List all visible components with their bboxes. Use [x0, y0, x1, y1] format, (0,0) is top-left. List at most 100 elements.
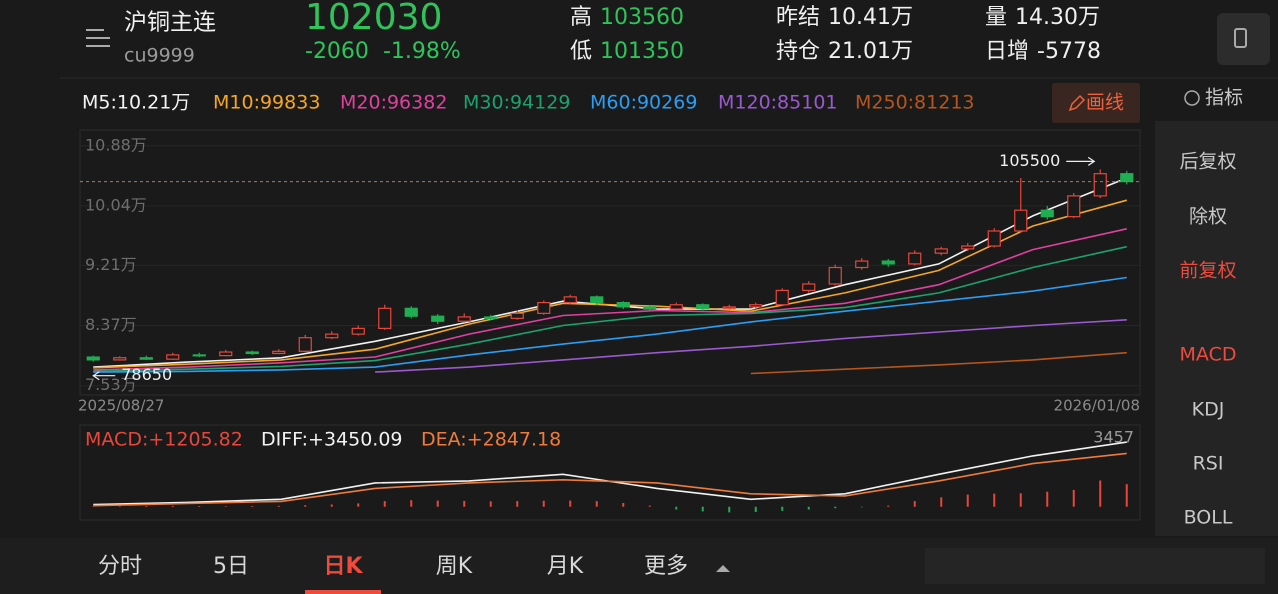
min-arrow — [92, 371, 116, 381]
candle-body — [113, 357, 127, 361]
stat-value: 21.01万 — [828, 39, 913, 64]
menu-item[interactable]: 前复权 — [1179, 260, 1236, 282]
candle-body — [1067, 195, 1081, 218]
candle-body — [563, 296, 577, 304]
tab[interactable]: 分时 — [98, 554, 142, 579]
stat: 昨结 10.41万 — [776, 5, 913, 30]
stat-label: 昨结 — [776, 5, 820, 30]
candle-body — [510, 312, 524, 319]
stat-label: 量 — [985, 5, 1007, 30]
legend-entry: M5:10.21万 — [82, 92, 190, 114]
min-label: 78650 — [121, 365, 172, 384]
menu-icon[interactable] — [86, 29, 110, 47]
indicator-title[interactable]: 指标 — [1205, 87, 1243, 109]
ma-line — [93, 245, 1127, 373]
candle-body — [749, 304, 763, 308]
candle-body — [802, 283, 816, 292]
candle-body — [298, 337, 312, 352]
candle-body — [961, 245, 975, 250]
candle-body — [431, 315, 445, 322]
tab[interactable]: 5日 — [213, 554, 249, 579]
stat: 高 103560 — [570, 5, 684, 30]
menu-item[interactable]: 除权 — [1189, 206, 1227, 228]
candle-body — [1093, 173, 1107, 197]
y-tick-label: 10.88万 — [85, 135, 147, 154]
x-tick-label: 2026/01/08 — [1054, 397, 1140, 415]
max-arrow — [1066, 156, 1096, 166]
ma-line — [93, 276, 1127, 373]
button-icon — [1234, 28, 1247, 48]
stat-value: 10.41万 — [828, 5, 913, 30]
candle-body — [643, 306, 657, 310]
legend-entry: M120:85101 — [718, 92, 838, 114]
macd-frame — [79, 424, 1141, 521]
ma-line — [93, 228, 1127, 371]
legend-entry: M30:94129 — [463, 92, 570, 114]
candle-body — [351, 327, 365, 335]
candle-body — [86, 356, 100, 361]
candle-body — [404, 307, 418, 317]
stat-value: -5778 — [1037, 39, 1101, 64]
legend-entry: DEA:+2847.18 — [421, 429, 561, 451]
menu-item[interactable]: 后复权 — [1179, 151, 1236, 173]
candle-body — [722, 306, 736, 309]
menu-item[interactable]: BOLL — [1184, 507, 1233, 529]
y-tick-label: 9.21万 — [85, 255, 137, 274]
candle-body — [1120, 173, 1134, 183]
draw-button-label: 画线 — [1086, 92, 1124, 114]
candle-body — [245, 351, 259, 355]
candle-body — [828, 266, 842, 285]
stat-value: 103560 — [600, 5, 684, 30]
device-button[interactable] — [1217, 13, 1270, 65]
stat-label: 高 — [570, 5, 592, 30]
menu-item[interactable]: RSI — [1193, 453, 1224, 475]
candle-body — [192, 354, 206, 357]
candle-body — [669, 304, 683, 310]
tab[interactable]: 月K — [547, 554, 584, 579]
tab[interactable]: 周K — [436, 554, 473, 579]
contract-name: 沪铜主连 — [124, 10, 216, 36]
stat-label: 日增 — [985, 39, 1029, 64]
stat-label: 持仓 — [776, 39, 820, 64]
menu-item[interactable]: MACD — [1180, 344, 1237, 366]
y-tick-label: 3457 — [1093, 427, 1134, 446]
change: -2060 — [305, 39, 369, 64]
candle-body — [537, 302, 551, 314]
legend-entry: M10:99833 — [213, 92, 320, 114]
more-arrow[interactable] — [716, 565, 730, 572]
legend-entry: M20:96382 — [340, 92, 447, 114]
y-tick-label: 8.37万 — [85, 315, 137, 334]
stat-value: 14.30万 — [1015, 5, 1100, 30]
legend-entry: M60:90269 — [590, 92, 697, 114]
candle-body — [696, 304, 710, 309]
stat-label: 低 — [570, 39, 592, 64]
draw-button[interactable]: 画线 — [1052, 83, 1140, 123]
candle-body — [272, 350, 286, 355]
candle-body — [616, 302, 630, 308]
legend-entry: MACD:+1205.82 — [85, 429, 243, 451]
stat: 持仓 21.01万 — [776, 39, 913, 64]
stat: 低 101350 — [570, 39, 684, 64]
blurred-watermark — [925, 548, 1265, 584]
candle-body — [1040, 209, 1054, 218]
pencil-icon — [1068, 94, 1086, 112]
menu-item[interactable]: KDJ — [1192, 399, 1225, 421]
candle-body — [934, 248, 948, 254]
candle-body — [855, 260, 869, 269]
stat: 日增 -5778 — [985, 39, 1101, 64]
candle-body — [590, 296, 604, 304]
x-tick-label: 2025/08/27 — [78, 397, 164, 415]
contract-code: cu9999 — [124, 45, 195, 67]
tab[interactable]: 更多 — [644, 554, 688, 579]
candle-body — [881, 260, 895, 265]
max-label: 105500 — [999, 151, 1060, 170]
indicator-icon — [1184, 90, 1200, 106]
candle-body — [166, 354, 180, 360]
candle-body — [987, 230, 1001, 247]
legend-entry: DIFF:+3450.09 — [261, 429, 403, 451]
change-pct: -1.98% — [383, 39, 461, 64]
tab[interactable]: 日K — [323, 554, 363, 579]
tab-underline — [305, 590, 381, 594]
button-box — [1217, 13, 1270, 65]
